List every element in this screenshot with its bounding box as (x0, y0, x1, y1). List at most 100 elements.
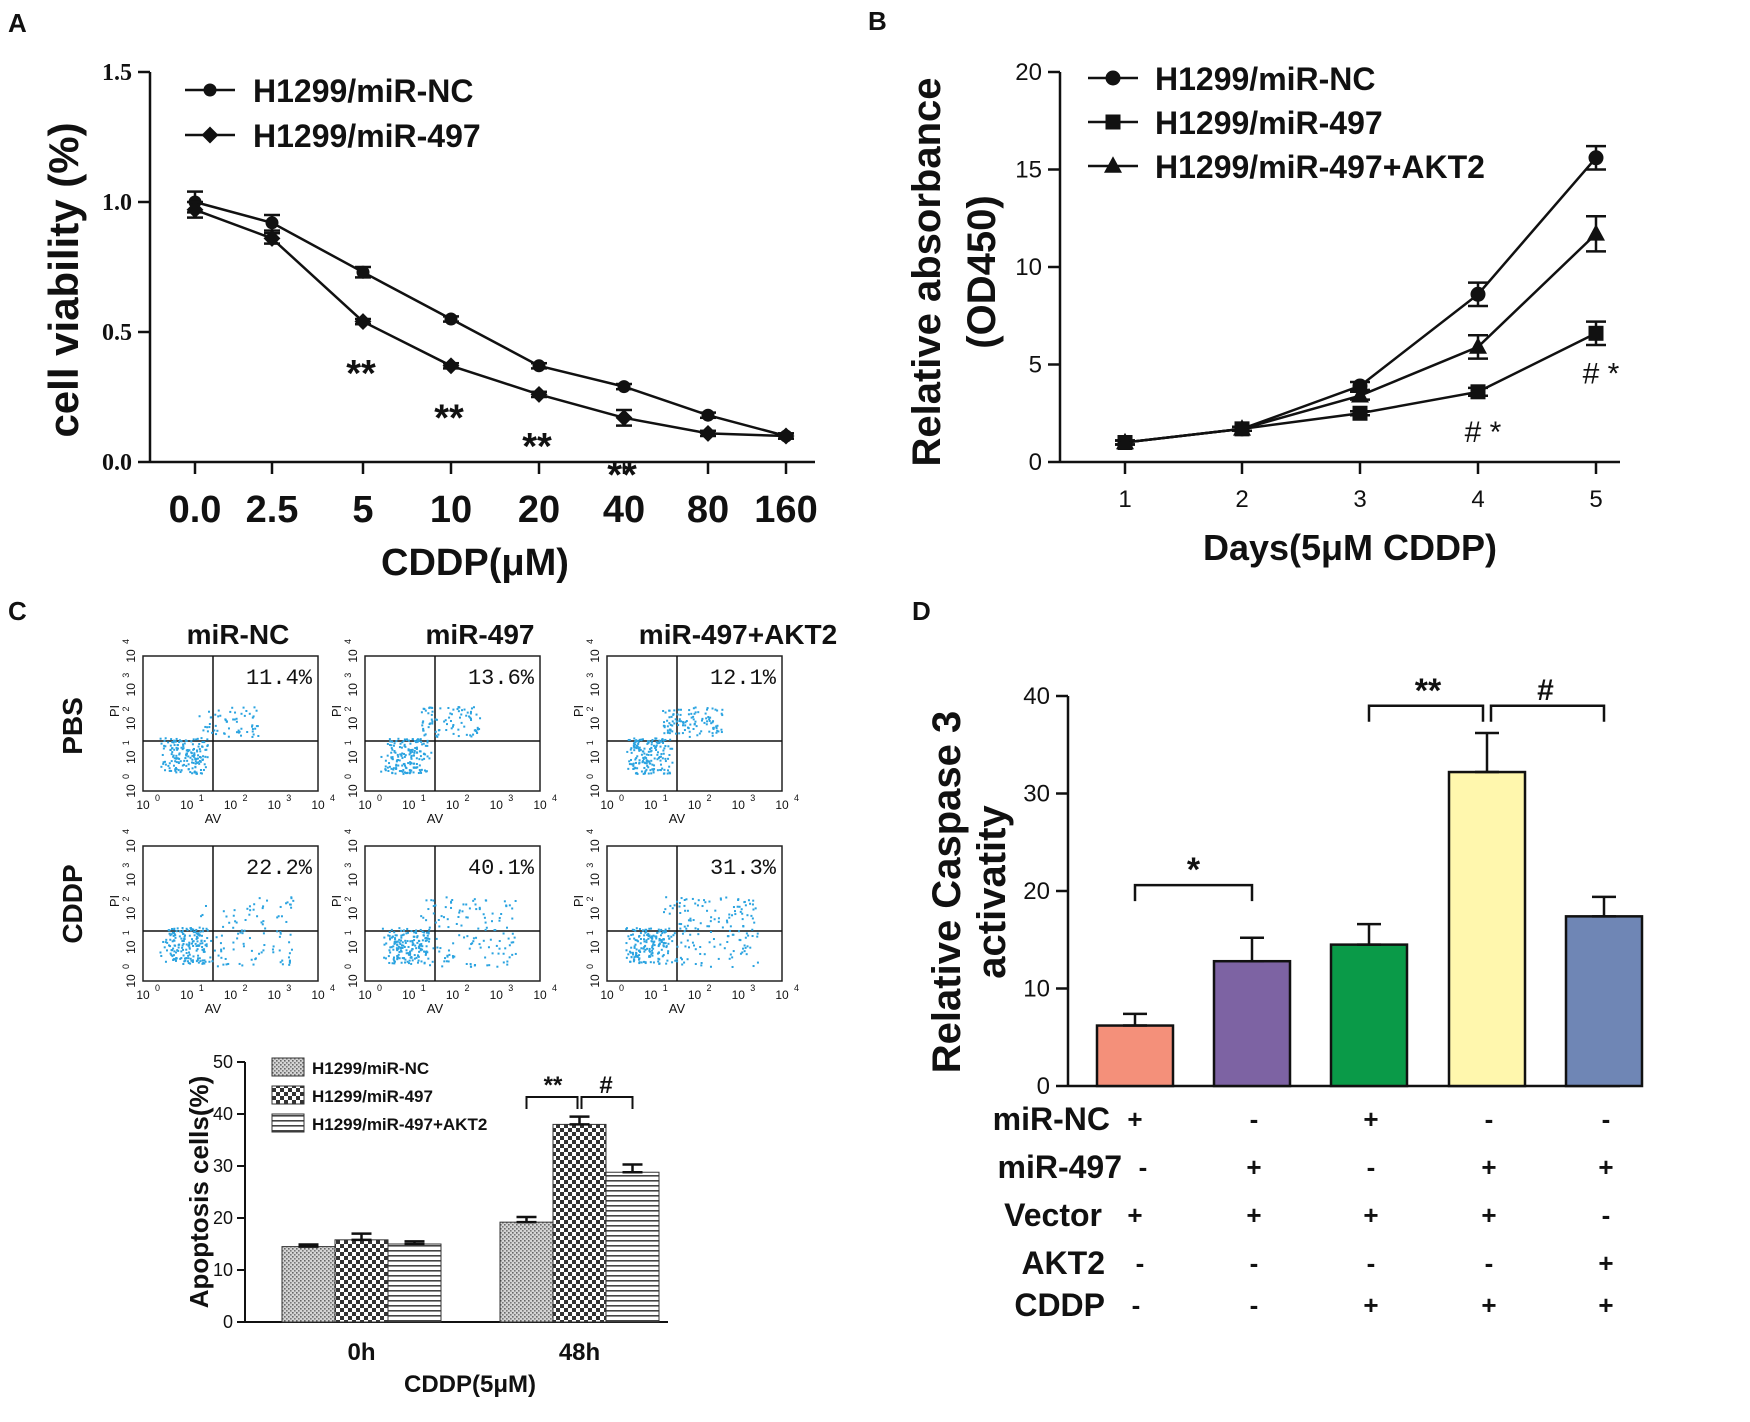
c-flow-event (476, 728, 479, 731)
c-flow-event (648, 748, 651, 751)
c-flow-event (666, 769, 669, 772)
c-flow-event (664, 745, 667, 748)
c-flow-event (663, 930, 666, 933)
d-treatment-sign: + (1363, 1290, 1378, 1320)
c-flow-x-tick-exp: 2 (465, 983, 470, 993)
c-flow-x-tick-exp: 4 (330, 793, 335, 803)
c-flow-event (627, 935, 630, 938)
c-flow-event (209, 956, 212, 959)
c-flow-event (740, 908, 743, 911)
c-flow-event (190, 959, 193, 962)
c-flow-event (171, 931, 174, 934)
c-flow-event (643, 945, 646, 948)
c-flow-event (647, 750, 650, 753)
c-significance-mark: # (599, 1072, 612, 1099)
c-flow-event (641, 738, 644, 741)
c-flow-event (204, 904, 207, 907)
c-flow-event (406, 771, 409, 774)
c-flow-event (643, 752, 646, 755)
c-flow-event (663, 931, 666, 934)
c-flow-event (470, 965, 473, 968)
c-flow-event (726, 921, 729, 924)
c-flow-event (635, 739, 638, 742)
c-flow-event (506, 963, 509, 966)
c-flow-event (195, 772, 198, 775)
c-flow-event (385, 942, 388, 945)
c-flow-event (663, 721, 666, 724)
c-flow-percent: 31.3% (710, 856, 777, 881)
c-flow-event (437, 729, 440, 732)
c-flow-x-tick-exp: 0 (377, 983, 382, 993)
c-flow-event (684, 945, 687, 948)
c-flow-event (196, 737, 199, 740)
c-flow-event (642, 960, 645, 963)
c-flow-y-tick-exp: 0 (585, 774, 595, 779)
c-flow-event (187, 957, 190, 960)
c-flow-event (669, 904, 672, 907)
c-flow-event (175, 930, 178, 933)
c-flow-event (512, 941, 515, 944)
c-flow-event (717, 917, 720, 920)
c-flow-event (395, 740, 398, 743)
c-flow-event (458, 706, 461, 709)
c-flow-x-tick-exp: 2 (243, 793, 248, 803)
c-flow-event (388, 937, 391, 940)
c-flow-event (652, 744, 655, 747)
c-flow-event (401, 957, 404, 960)
c-flow-event (435, 734, 438, 737)
c-flow-event (630, 763, 633, 766)
c-flow-event (651, 945, 654, 948)
c-flow-event (469, 963, 472, 966)
c-flow-event (200, 737, 203, 740)
c-flow-event (660, 928, 663, 931)
c-flow-event (401, 770, 404, 773)
c-flow-event (659, 755, 662, 758)
c-flow-event (227, 727, 230, 730)
c-flow-event (653, 944, 656, 947)
c-flow-event (692, 919, 695, 922)
c-flow-event (280, 915, 283, 918)
c-flow-event (711, 707, 714, 710)
c-flow-event (285, 920, 288, 923)
c-flow-event (502, 952, 505, 955)
c-flow-event (664, 757, 667, 760)
c-flow-event (184, 934, 187, 937)
c-flow-event (482, 939, 485, 942)
c-flow-x-label: AV (205, 811, 222, 826)
c-flow-event (271, 948, 274, 951)
a-y-tick-label: 0.0 (102, 450, 132, 476)
c-flow-x-tick-exp: 4 (794, 983, 799, 993)
c-flow-event (251, 725, 254, 728)
c-flow-event (199, 930, 202, 933)
c-flow-event (430, 751, 433, 754)
c-flow-y-tick: 10 (124, 940, 138, 954)
c-flow-event (168, 944, 171, 947)
c-flow-event (647, 741, 650, 744)
c-flow-y-label: PI (571, 705, 586, 717)
c-flow-event (175, 754, 178, 757)
c-flow-event (198, 762, 201, 765)
c-flow-event (679, 956, 682, 959)
c-flow-event (279, 932, 282, 935)
c-flow-event (195, 932, 198, 935)
c-flow-event (664, 908, 667, 911)
c-flow-event (397, 956, 400, 959)
c-flow-event (172, 954, 175, 957)
c-flow-event (742, 925, 745, 928)
c-flow-event (752, 899, 755, 902)
c-flow-event (423, 757, 426, 760)
b-point (1352, 405, 1368, 421)
c-flow-event (206, 738, 209, 741)
c-flow-y-tick-exp: 3 (121, 863, 131, 868)
c-flow-event (290, 897, 293, 900)
c-flow-event (415, 748, 418, 751)
c-flow-event (663, 747, 666, 750)
c-flow-event (195, 928, 198, 931)
c-flow-event (410, 769, 413, 772)
c-flow-event (664, 928, 667, 931)
d-y-axis-label: Relative Caspase 3 (925, 711, 969, 1073)
c-flow-event (185, 952, 188, 955)
c-flow-event (685, 720, 688, 723)
c-flow-event (252, 963, 255, 966)
c-flow-event (648, 954, 651, 957)
